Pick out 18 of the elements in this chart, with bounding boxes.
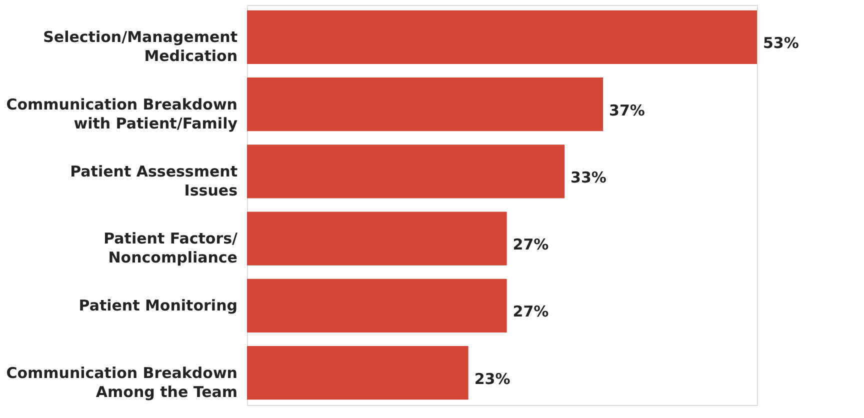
- bar: [247, 346, 468, 400]
- y-tick-label: Communication Breakdown Among the Team: [6, 364, 238, 401]
- bar: [247, 144, 565, 198]
- data-label: 27%: [512, 236, 549, 254]
- data-label: 53%: [763, 34, 799, 52]
- y-tick-label: Patient Assessment Issues: [70, 162, 238, 200]
- bar: [247, 212, 507, 266]
- y-tick-label: Patient Factors/ Noncompliance: [104, 230, 238, 267]
- data-label: 27%: [512, 302, 549, 321]
- y-tick-label: Communication Breakdown with Patient/Family: [6, 95, 238, 132]
- data-label: 23%: [474, 370, 510, 388]
- y-tick-label: Selection/Management Medication: [43, 28, 238, 66]
- bar: [247, 10, 757, 64]
- bar: [247, 77, 604, 132]
- y-tick-label: Patient Monitoring: [78, 296, 238, 315]
- data-label: 37%: [609, 101, 645, 120]
- data-label: 33%: [570, 168, 606, 186]
- bar: [247, 278, 507, 333]
